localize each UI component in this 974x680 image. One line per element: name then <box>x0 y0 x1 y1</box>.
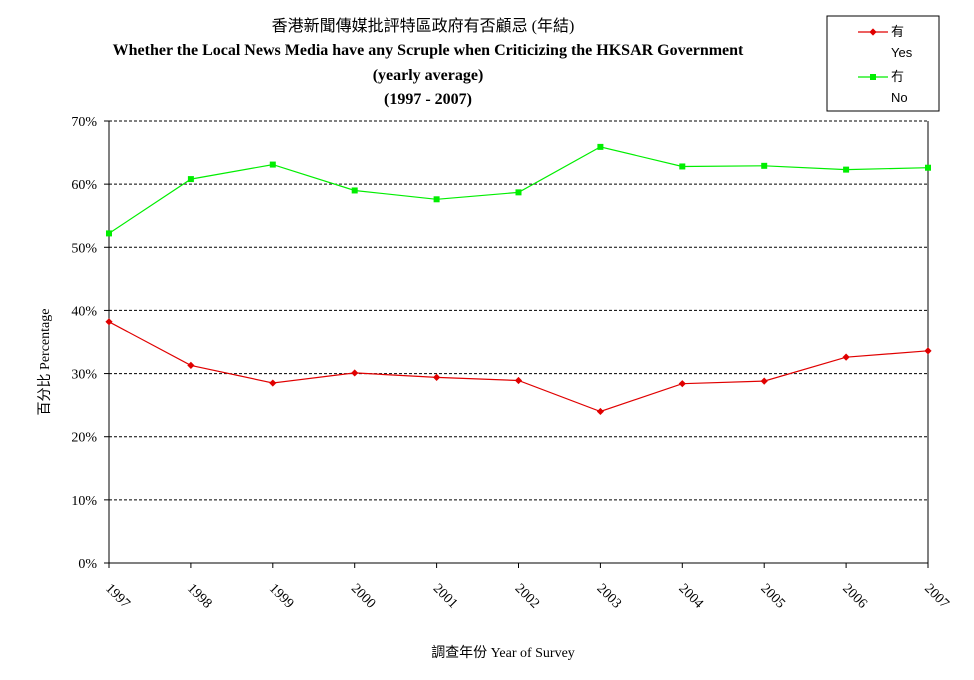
y-tick-label: 10% <box>71 494 97 509</box>
legend: 有 Yes 冇 No <box>826 15 940 112</box>
x-tick-label: 2001 <box>430 581 460 611</box>
series-yes-point <box>269 379 277 387</box>
series-yes-point <box>596 407 604 416</box>
series-yes-point <box>433 373 441 381</box>
x-tick-label: 1999 <box>266 581 296 611</box>
series-yes-point <box>351 369 359 377</box>
series-no-point <box>843 166 850 173</box>
series-yes-point <box>842 353 850 361</box>
chart-title-en: Whether the Local News Media have any Sc… <box>113 42 744 59</box>
series-no-point <box>269 161 276 168</box>
x-tick-label: 2003 <box>594 581 624 611</box>
series <box>105 143 932 416</box>
series-yes-line <box>108 321 929 413</box>
legend-no-label-en: No <box>891 90 908 105</box>
legend-box <box>826 15 940 112</box>
x-tick-label: 2004 <box>675 581 705 611</box>
x-tick-label: 1997 <box>102 581 132 611</box>
series-yes-point <box>924 347 932 355</box>
y-tick-label: 50% <box>71 241 97 256</box>
series-no-point <box>597 143 604 150</box>
x-tick-label: 2000 <box>348 581 378 611</box>
y-tick-label: 70% <box>71 115 97 130</box>
x-tick-label: 2007 <box>921 581 951 611</box>
axes <box>104 120 929 568</box>
y-tick-label: 30% <box>71 368 97 383</box>
series-yes-point <box>105 318 113 326</box>
x-tick-label: 2002 <box>512 581 542 611</box>
y-tick-label: 60% <box>71 178 97 193</box>
series-yes-point <box>514 376 523 385</box>
chart-subtitle: (yearly average) <box>373 67 484 84</box>
chart-title-zh: 香港新聞傳媒批評特區政府有否顧忌 (年結) <box>272 17 575 35</box>
legend-yes-marker <box>869 28 877 36</box>
series-yes-point <box>760 377 768 385</box>
gridlines <box>109 120 928 501</box>
x-tick-labels: 1997 1998 1999 2000 2001 2002 2003 2004 2005 2006… <box>102 581 951 611</box>
series-yes-point <box>187 361 195 369</box>
series-no-point <box>761 162 768 169</box>
series-no-point <box>187 176 194 183</box>
chart-period: (1997 - 2007) <box>384 91 472 108</box>
series-yes-point <box>678 380 686 388</box>
series-no-point <box>679 163 686 170</box>
x-tick-label: 2006 <box>839 581 869 611</box>
series-no-point <box>106 230 112 237</box>
series-no-point <box>515 189 522 196</box>
legend-no-label-zh: 冇 <box>891 69 904 84</box>
series-no-point <box>925 164 931 171</box>
x-tick-label: 2005 <box>757 581 787 611</box>
y-tick-label: 0% <box>78 557 97 572</box>
series-no-point <box>351 187 358 194</box>
x-tick-label: 1998 <box>184 581 214 611</box>
legend-yes-label-en: Yes <box>891 45 913 60</box>
y-tick-labels: 0% 10% 20% 30% 40% 50% 60% 70% <box>71 115 97 572</box>
y-axis-label: 百分比 Percentage <box>37 309 53 416</box>
y-tick-label: 40% <box>71 304 97 319</box>
y-tick-label: 20% <box>71 431 97 446</box>
series-no-point <box>433 196 440 203</box>
legend-yes-label-zh: 有 <box>891 24 904 39</box>
x-axis-label: 調查年份 Year of Survey <box>431 645 575 661</box>
legend-no-marker <box>870 74 876 80</box>
